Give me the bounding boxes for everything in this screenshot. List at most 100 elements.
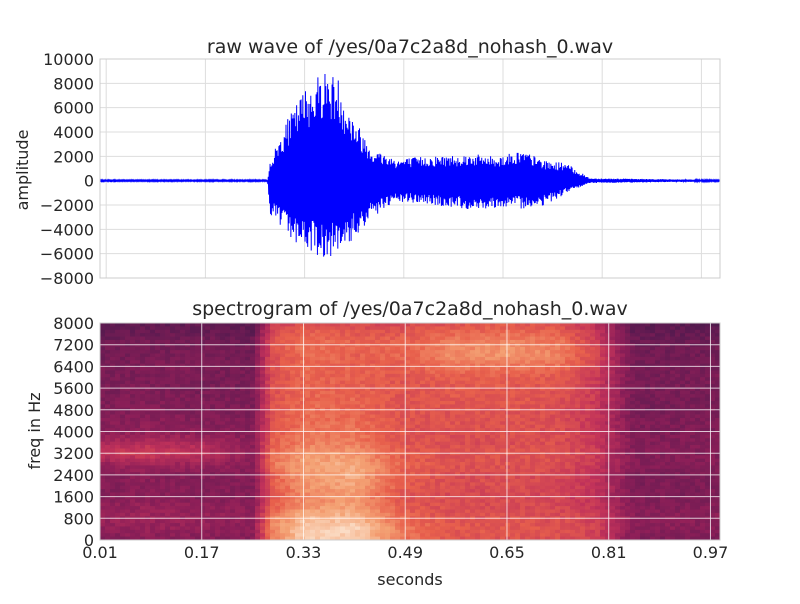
spectrogram-cell (500, 360, 505, 364)
spectrogram-cell (675, 391, 680, 395)
spectrogram-cell (620, 343, 625, 347)
spectrogram-cell (580, 357, 585, 361)
spectrogram-cell (485, 438, 490, 442)
spectrogram-cell (485, 401, 490, 405)
spectrogram-cell (170, 455, 175, 459)
spectrogram-cell (540, 421, 545, 425)
spectrogram-cell (485, 455, 490, 459)
spectrogram-cell (275, 391, 280, 395)
spectrogram-cell (520, 435, 525, 439)
spectrogram-cell (305, 415, 310, 419)
spectrogram-cell (115, 347, 120, 351)
spectrogram-cell (365, 326, 370, 330)
spectrogram-cell (630, 347, 635, 351)
spectrogram-cell (330, 377, 335, 381)
spectrogram-cell (430, 442, 435, 446)
spectrogram-cell (450, 435, 455, 439)
spectrogram-cell (195, 404, 200, 408)
spectrogram-cell (125, 418, 130, 422)
spectrogram-cell (175, 445, 180, 449)
spectrogram-cell (170, 343, 175, 347)
spectrogram-cell (280, 381, 285, 385)
spectrogram-cell (325, 337, 330, 341)
spectrogram-cell (170, 326, 175, 330)
spectrogram-cell (160, 404, 165, 408)
spectrogram-cell (510, 401, 515, 405)
spectrogram-cell (140, 391, 145, 395)
spectrogram-cell (110, 330, 115, 334)
spectrogram-cell (655, 442, 660, 446)
spectrogram-cell (175, 394, 180, 398)
spectrogram-cell (630, 435, 635, 439)
spectrogram-cell (440, 370, 445, 374)
spectrogram-cell (210, 367, 215, 371)
spectrogram-cell (200, 340, 205, 344)
spectrogram-cell (245, 384, 250, 388)
spectrogram-cell (360, 377, 365, 381)
spectrogram-cell (310, 326, 315, 330)
spectrogram-cell (640, 360, 645, 364)
spectrogram-cell (105, 326, 110, 330)
spectrogram-cell (170, 425, 175, 429)
spectrogram-cell (415, 418, 420, 422)
spectrogram-cell (395, 418, 400, 422)
spectrogram-cell (275, 377, 280, 381)
spectrogram-cell (120, 435, 125, 439)
spectrogram-cell (455, 442, 460, 446)
spectrogram-cell (130, 398, 135, 402)
spectrogram-cell (295, 357, 300, 361)
spectrogram-cell (200, 421, 205, 425)
spectrogram-cell (230, 435, 235, 439)
spectrogram-cell (620, 333, 625, 337)
spectrogram-cell (705, 330, 710, 334)
spectrogram-cell (605, 384, 610, 388)
spectrogram-cell (395, 438, 400, 442)
spectrogram-cell (380, 404, 385, 408)
spectrogram-cell (355, 455, 360, 459)
spectrogram-cell (215, 374, 220, 378)
spectrogram-cell (110, 347, 115, 351)
spectrogram-cell (480, 404, 485, 408)
spectrogram-cell (200, 432, 205, 436)
spectrogram-cell (245, 323, 250, 327)
spectrogram-cell (490, 377, 495, 381)
spectrogram-cell (535, 421, 540, 425)
spectrogram-cell (440, 415, 445, 419)
spectrogram-cell (615, 347, 620, 351)
spectrogram-cell (205, 404, 210, 408)
spectrogram-cell (560, 404, 565, 408)
spectrogram-cell (150, 418, 155, 422)
spectrogram-cell (235, 354, 240, 358)
spectrogram-cell (285, 384, 290, 388)
spectrogram-cell (505, 394, 510, 398)
spectrogram-cell (125, 404, 130, 408)
spectrogram-cell (615, 377, 620, 381)
spectrogram-cell (670, 326, 675, 330)
spectrogram-cell (285, 404, 290, 408)
spectrogram-cell (595, 442, 600, 446)
spectrogram-cell (330, 401, 335, 405)
spectrogram-cell (270, 350, 275, 354)
spectrogram-cell (645, 442, 650, 446)
spectrogram-cell (180, 445, 185, 449)
spectrogram-cell (340, 415, 345, 419)
spectrogram-cell (395, 370, 400, 374)
spectrogram-cell (680, 357, 685, 361)
spectrogram-cell (190, 367, 195, 371)
spectrogram-cell (120, 340, 125, 344)
spectrogram-cell (200, 364, 205, 368)
spectrogram-cell (275, 425, 280, 429)
spectrogram-cell (500, 442, 505, 446)
spectrogram-cell (100, 374, 105, 378)
spectrogram-cell (220, 337, 225, 341)
spectrogram-cell (335, 343, 340, 347)
spectrogram-cell (315, 455, 320, 459)
spectrogram-cell (340, 394, 345, 398)
spectrogram-cell (555, 377, 560, 381)
spectrogram-cell (495, 448, 500, 452)
spectrogram-cell (200, 326, 205, 330)
spectrogram-cell (385, 326, 390, 330)
spectrogram-cell (445, 323, 450, 327)
spectrogram-cell (635, 432, 640, 436)
spectrogram-cell (145, 401, 150, 405)
